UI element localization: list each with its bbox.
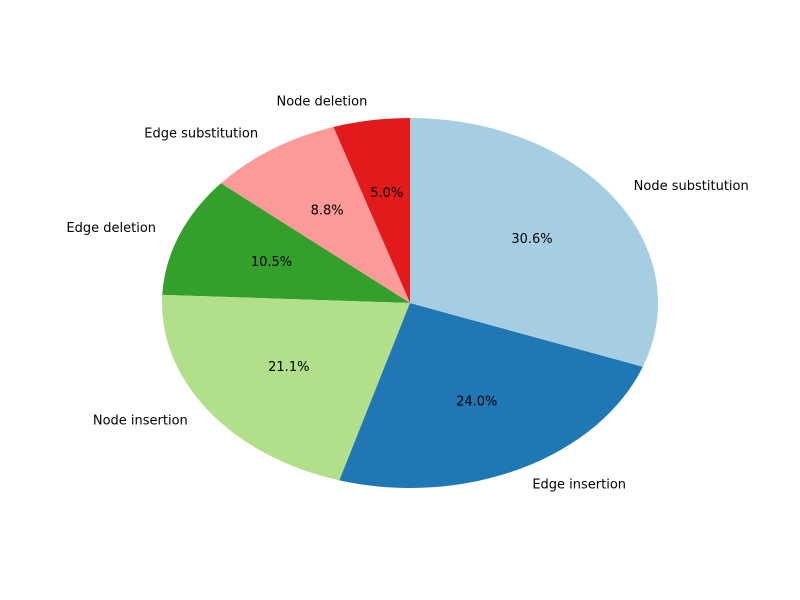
slice-label-edge-substitution: Edge substitution bbox=[144, 126, 258, 141]
slice-label-node-substitution: Node substitution bbox=[634, 179, 749, 194]
slice-label-node-insertion: Node insertion bbox=[93, 414, 188, 429]
pct-label-node-deletion: 5.0% bbox=[370, 186, 403, 201]
pct-label-edge-substitution: 8.8% bbox=[311, 203, 344, 218]
pie-labels: 5.0% Node deletion 8.8% Edge substitution 10… bbox=[66, 95, 748, 493]
pie-slice-edge-deletion bbox=[162, 183, 410, 303]
slice-label-node-deletion: Node deletion bbox=[276, 95, 367, 110]
pie-slice-node-deletion bbox=[333, 118, 410, 303]
pie-slice-node-substitution bbox=[410, 117, 659, 367]
pie-slice-edge-insertion bbox=[339, 303, 643, 489]
pie-slice-node-insertion bbox=[162, 294, 410, 481]
slice-label-edge-insertion: Edge insertion bbox=[532, 477, 626, 492]
pie-slice-edge-substitution bbox=[220, 127, 410, 303]
pct-label-edge-deletion: 10.5% bbox=[251, 255, 292, 270]
pct-label-node-insertion: 21.1% bbox=[268, 360, 309, 375]
pie-slices bbox=[162, 117, 659, 489]
pct-label-edge-insertion: 24.0% bbox=[456, 395, 497, 410]
pct-label-node-substitution: 30.6% bbox=[511, 232, 552, 247]
slice-label-edge-deletion: Edge deletion bbox=[66, 221, 156, 236]
